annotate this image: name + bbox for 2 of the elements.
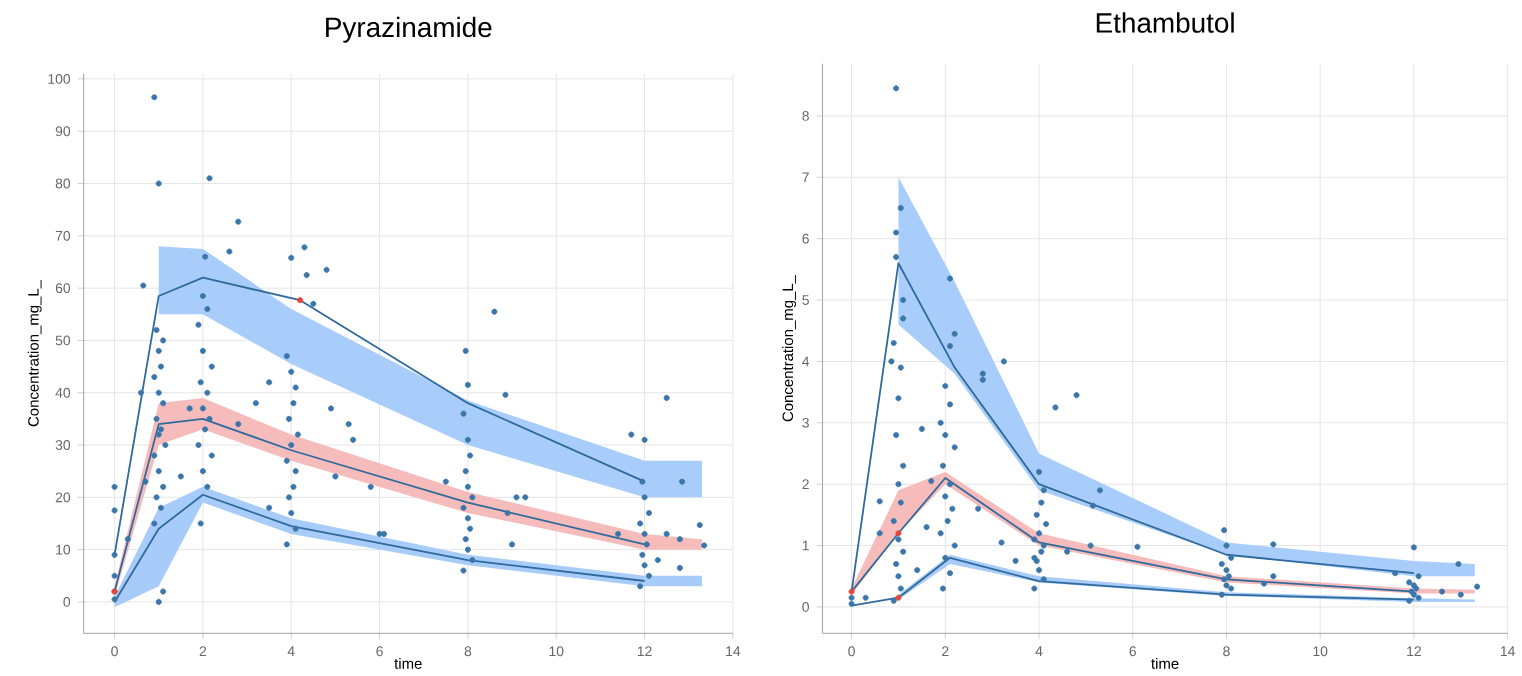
chart-title: Ethambutol — [1096, 12, 1234, 34]
chart-title: Pyrazinamide — [326, 16, 492, 43]
